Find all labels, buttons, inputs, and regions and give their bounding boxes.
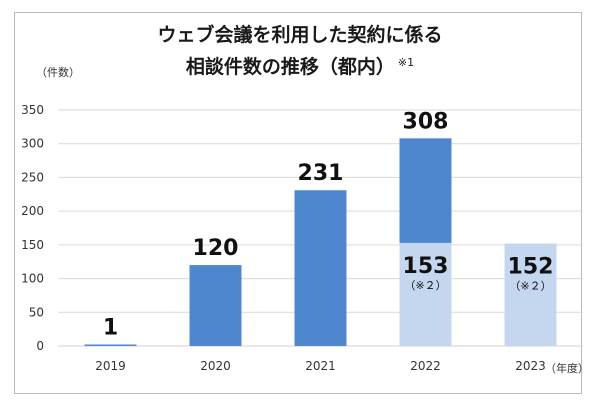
bar-partial	[504, 243, 557, 346]
bar-partial-note: （※２）	[509, 280, 551, 293]
x-axis: 2019 2020 2021 2022 2023	[95, 359, 546, 373]
y-tick-label: 200	[21, 204, 44, 218]
bar-value-label: 120	[193, 236, 239, 261]
y-tick-label: 250	[21, 170, 44, 184]
x-axis-unit: （年度）	[545, 361, 589, 375]
bar-partial-note: （※２）	[404, 279, 446, 292]
y-tick-label: 150	[21, 238, 44, 252]
y-tick-label: 300	[21, 137, 44, 151]
x-tick-label: 2021	[305, 359, 336, 373]
y-tick-label: 100	[21, 272, 44, 286]
bar	[84, 344, 137, 346]
bar-partial	[399, 242, 452, 346]
chart-title-line-2-text: 相談件数の推移（都内）	[185, 56, 395, 78]
bar-partial-value-label: 153	[403, 254, 449, 279]
bar-value-label: 308	[403, 109, 449, 134]
bar-partial-value-label: 152	[508, 255, 554, 280]
y-tick-label: 0	[36, 339, 44, 353]
bar-value-label: 1	[103, 316, 118, 341]
y-axis: 0 50 100 150 200 250 300 350	[21, 103, 44, 353]
x-tick-label: 2020	[200, 359, 231, 373]
bar	[294, 190, 347, 346]
chart-title-note: ※1	[397, 55, 415, 69]
bar-value-label: 231	[298, 161, 344, 186]
y-tick-label: 50	[29, 305, 44, 319]
chart-title-line-2: 相談件数の推移（都内） ※1	[0, 52, 600, 79]
x-tick-label: 2023	[515, 359, 546, 373]
x-tick-label: 2022	[410, 359, 441, 373]
bar	[189, 265, 242, 346]
x-tick-label: 2019	[95, 359, 126, 373]
chart-title-line-1: ウェブ会議を利用した契約に係る	[157, 24, 443, 46]
y-tick-label: 350	[21, 103, 44, 117]
y-axis-label: （件数）	[36, 66, 80, 79]
